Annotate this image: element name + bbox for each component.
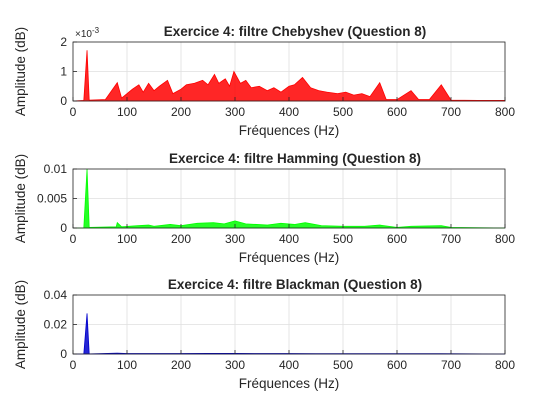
x-tick-label: 200 bbox=[171, 358, 191, 372]
x-tick-label: 700 bbox=[441, 358, 461, 372]
x-tick-label: 100 bbox=[117, 232, 137, 246]
y-tick-label: 0.005 bbox=[37, 192, 67, 206]
y-tick-label: 0 bbox=[60, 94, 67, 108]
y-axis-label: Amplitude (dB) bbox=[13, 27, 28, 116]
x-tick-label: 500 bbox=[333, 105, 353, 119]
chart-2: 0 100 200 300 400 500 600 700 800 0 0.005 0.01 Exerc… bbox=[13, 151, 515, 265]
x-tick-label: 100 bbox=[117, 105, 137, 119]
x-tick-label: 300 bbox=[225, 105, 245, 119]
x-tick-label: 0 bbox=[70, 105, 77, 119]
x-tick-label: 100 bbox=[117, 358, 137, 372]
y-tick-label: 0.01 bbox=[44, 162, 68, 176]
x-tick-label: 700 bbox=[441, 105, 461, 119]
x-tick-label: 800 bbox=[495, 358, 515, 372]
x-tick-label: 700 bbox=[441, 232, 461, 246]
x-tick-label: 400 bbox=[279, 232, 299, 246]
chart-title: Exercice 4: filtre Blackman (Question 8) bbox=[168, 277, 422, 292]
x-tick-label: 800 bbox=[495, 232, 515, 246]
x-tick-label: 300 bbox=[225, 232, 245, 246]
x-tick-label: 800 bbox=[495, 105, 515, 119]
x-tick-label: 200 bbox=[171, 232, 191, 246]
chart-3: 0 100 200 300 400 500 600 700 800 0 0.02 0.04 Exerci… bbox=[13, 277, 515, 391]
y-axis-label: Amplitude (dB) bbox=[13, 280, 28, 369]
series-area bbox=[73, 168, 506, 229]
chart-title: Exercice 4: filtre Hamming (Question 8) bbox=[169, 151, 421, 166]
x-tick-label: 0 bbox=[70, 232, 77, 246]
y-exponent-power: -3 bbox=[92, 26, 100, 35]
x-tick-label: 300 bbox=[225, 358, 245, 372]
y-exponent-label: ×10-3 bbox=[75, 26, 100, 40]
y-tick-label: 1 bbox=[60, 65, 67, 79]
x-tick-label: 500 bbox=[333, 358, 353, 372]
y-tick-label: 0.02 bbox=[44, 318, 68, 332]
x-tick-label: 600 bbox=[387, 105, 407, 119]
x-axis-label: Fréquences (Hz) bbox=[239, 376, 340, 391]
x-tick-label: 500 bbox=[333, 232, 353, 246]
chart-1: 0 100 200 300 400 500 600 700 800 0 1 2 ×10-3 Exercic… bbox=[13, 24, 515, 138]
x-tick-label: 400 bbox=[279, 358, 299, 372]
x-tick-label: 600 bbox=[387, 358, 407, 372]
x-axis-label: Fréquences (Hz) bbox=[239, 250, 340, 265]
chart-title: Exercice 4: filtre Chebyshev (Question 8… bbox=[164, 24, 427, 39]
y-tick-label: 0 bbox=[60, 221, 67, 235]
x-tick-label: 200 bbox=[171, 105, 191, 119]
series-area bbox=[72, 50, 506, 102]
x-tick-label: 400 bbox=[279, 105, 299, 119]
y-tick-label: 0.04 bbox=[44, 288, 68, 302]
x-tick-label: 600 bbox=[387, 232, 407, 246]
y-axis-label: Amplitude (dB) bbox=[13, 154, 28, 243]
y-tick-label: 2 bbox=[60, 35, 67, 49]
x-axis-label: Fréquences (Hz) bbox=[239, 123, 340, 138]
x-tick-label: 0 bbox=[70, 358, 77, 372]
y-tick-label: 0 bbox=[60, 347, 67, 361]
